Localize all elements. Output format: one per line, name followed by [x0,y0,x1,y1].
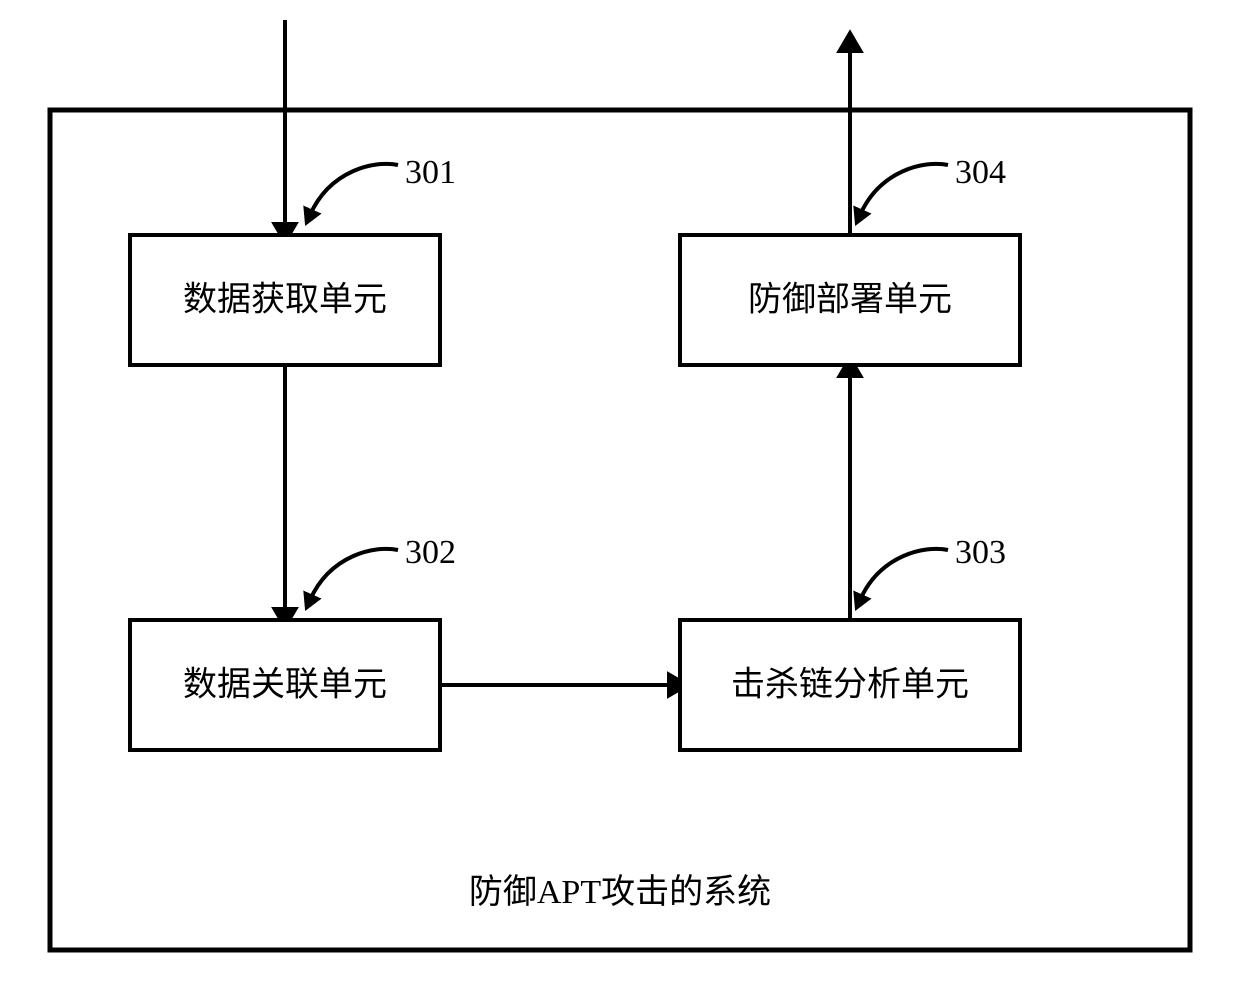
diagram-background [0,0,1240,995]
node-label-n304: 防御部署单元 [748,281,952,319]
system-container-label: 防御APT攻击的系统 [469,873,771,911]
node-label-n302: 数据关联单元 [183,666,387,704]
node-label-n303: 击杀链分析单元 [731,666,969,704]
callout-label-303: 303 [955,534,1006,571]
node-n303: 击杀链分析单元 [680,620,1020,750]
callout-label-302: 302 [405,534,456,571]
flowchart-diagram: 数据获取单元数据关联单元 击杀链分析单元防御部署单元 301 302 303 304 防御A… [0,0,1240,995]
callout-label-301: 301 [405,154,456,191]
node-n301: 数据获取单元 [130,235,440,365]
node-label-n301: 数据获取单元 [183,281,387,319]
callout-label-304: 304 [955,154,1006,191]
node-n302: 数据关联单元 [130,620,440,750]
node-n304: 防御部署单元 [680,235,1020,365]
